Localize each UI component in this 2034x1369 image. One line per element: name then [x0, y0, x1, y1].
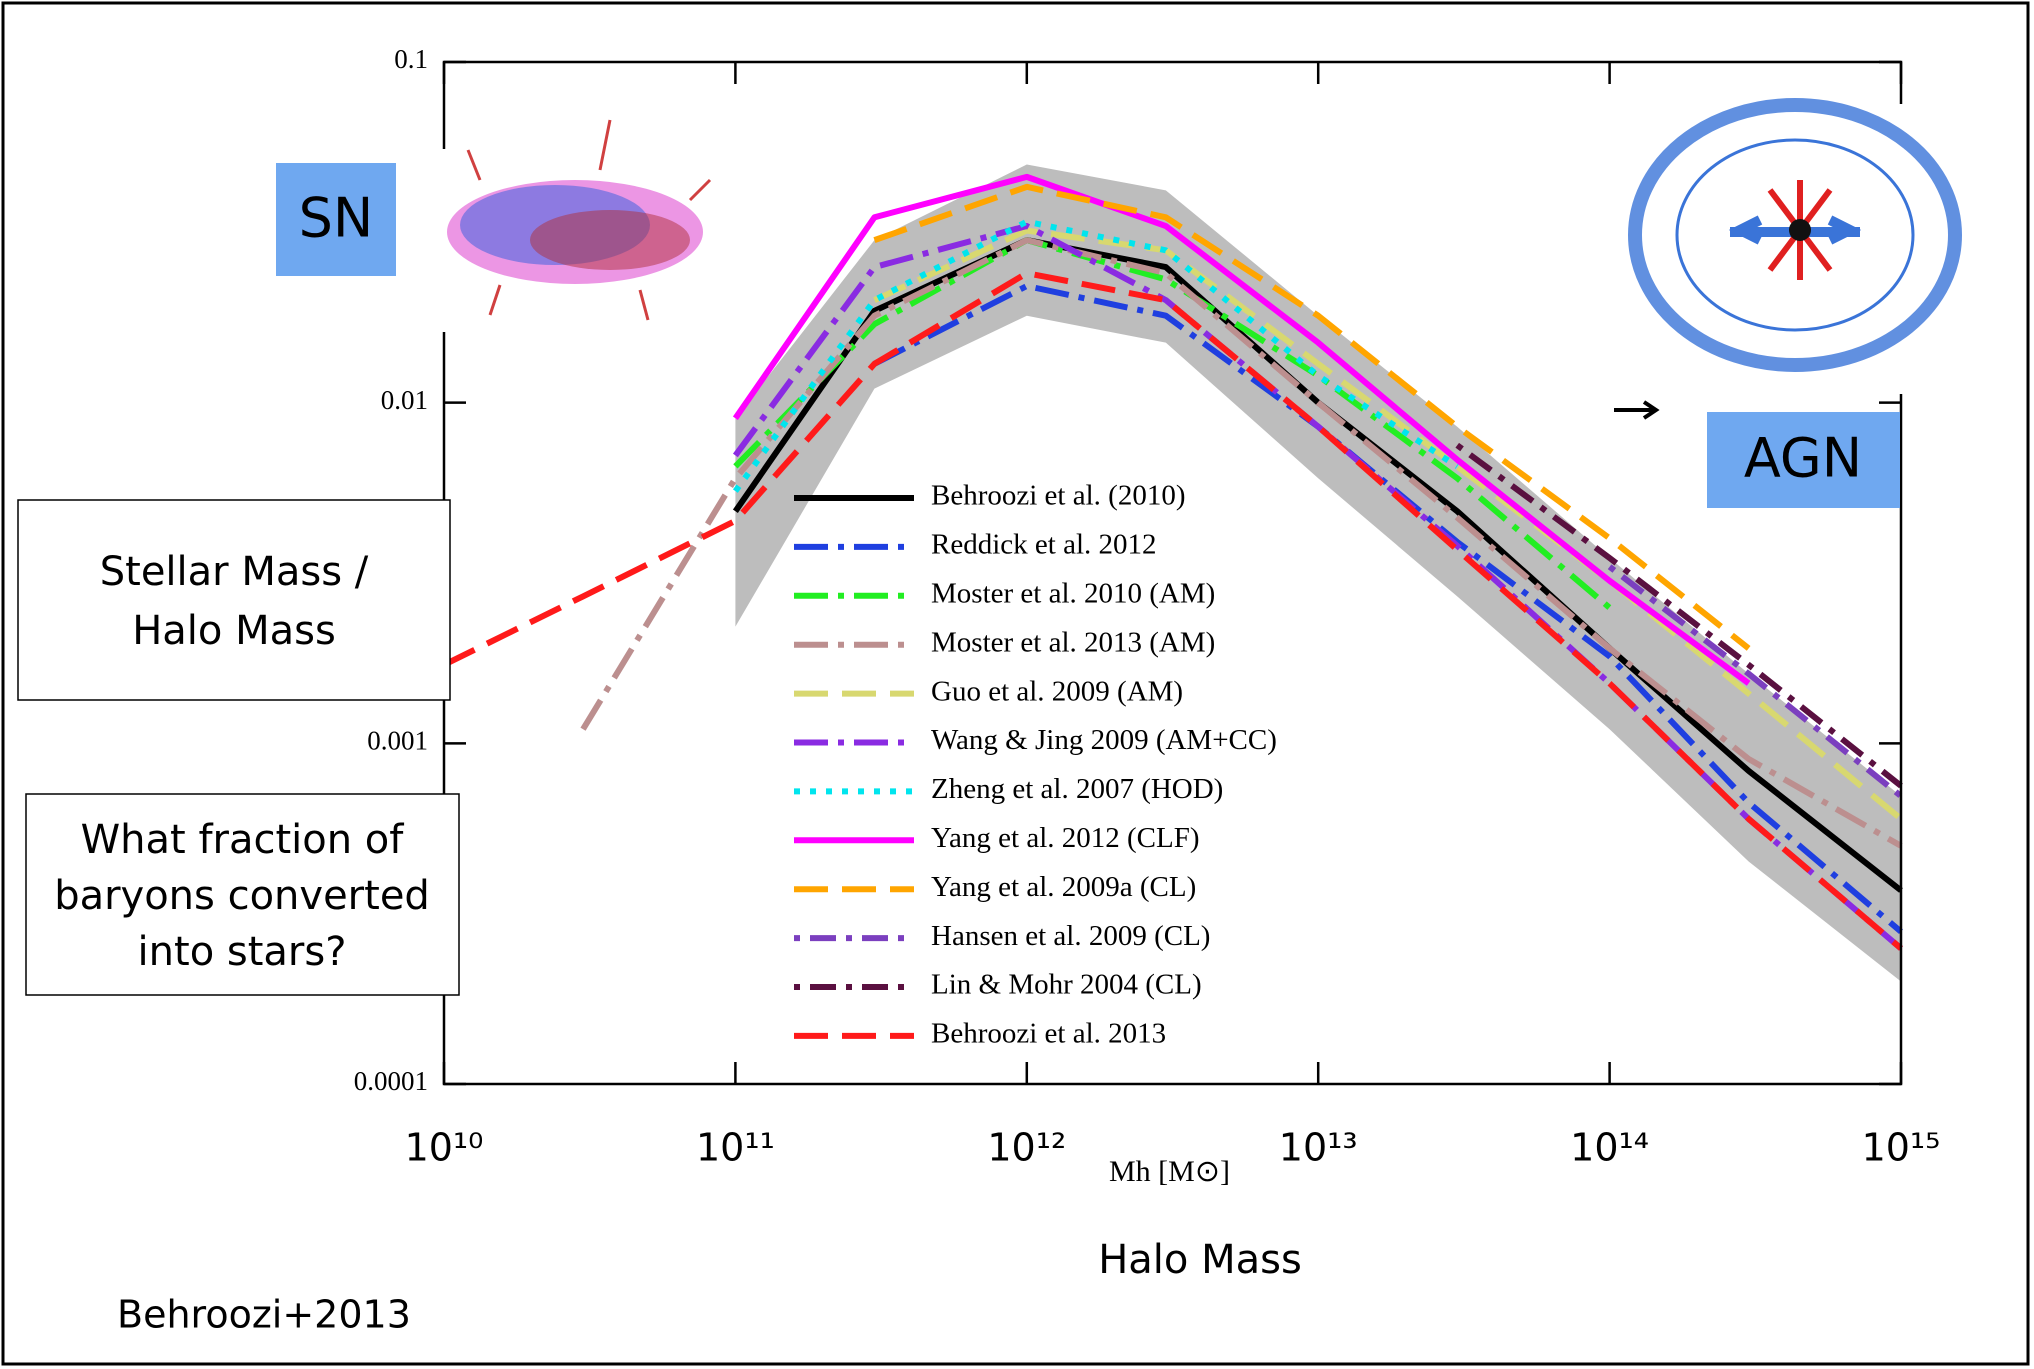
series-line	[873, 283, 1903, 934]
agn-ring	[1628, 98, 1962, 372]
credit: Behroozi+2013	[117, 1293, 411, 1337]
x-axis-title: Halo Mass	[1098, 1237, 1302, 1283]
question-text: What fraction of	[81, 817, 405, 863]
sn-illustration	[276, 119, 713, 332]
y-axis-box	[17, 499, 451, 701]
question-text: baryons converted	[54, 873, 430, 919]
sn-box	[276, 163, 396, 276]
series-line	[873, 183, 1751, 651]
agn-label: AGN	[1744, 427, 1862, 490]
x-axis-label: Mh [M⊙]	[1109, 1155, 1230, 1188]
legend-label: Behroozi et al. 2013	[931, 1018, 1166, 1050]
x-tick-label: 10¹⁰	[405, 1126, 484, 1170]
legend-label: Yang et al. 2012 (CLF)	[931, 822, 1200, 854]
series-line	[732, 173, 1751, 686]
legend-label: Guo et al. 2009 (AM)	[931, 675, 1183, 707]
y-tick-label: 0.1	[394, 44, 428, 74]
series-line	[1455, 442, 1903, 789]
legend-label: Behroozi et al. (2010)	[931, 480, 1185, 512]
series-line	[873, 227, 1903, 822]
legend-label: Reddick et al. 2012	[931, 529, 1157, 561]
sn-arrows	[466, 119, 712, 321]
series-line	[1607, 564, 1903, 799]
agn-arrows	[1767, 180, 1833, 280]
x-tick-label: 10¹³	[1279, 1126, 1358, 1170]
y-axis-label: Stellar Mass /	[100, 549, 369, 595]
legend-label: Zheng et al. 2007 (HOD)	[931, 773, 1223, 805]
legend-label: Wang & Jing 2009 (AM+CC)	[931, 724, 1277, 756]
legend-label: Hansen et al. 2009 (CL)	[931, 920, 1210, 952]
y-tick-label: 0.01	[381, 385, 428, 415]
y-axis-label: Halo Mass	[132, 608, 336, 654]
agn-box	[1707, 412, 1900, 508]
series-line	[580, 237, 1903, 849]
agn-pointer	[1614, 400, 1660, 420]
y-tick-label: 0.001	[367, 726, 428, 756]
legend-label: Yang et al. 2009a (CL)	[931, 871, 1196, 903]
y-tick-label: 0.0001	[354, 1066, 428, 1096]
series-line	[442, 270, 1903, 951]
question-box	[25, 793, 460, 996]
x-tick-label: 10¹⁵	[1862, 1126, 1941, 1170]
question-text: into stars?	[138, 929, 347, 975]
agn-ring	[1675, 138, 1915, 332]
x-tick-label: 10¹⁴	[1570, 1126, 1649, 1170]
legend-label: Moster et al. 2013 (AM)	[931, 626, 1215, 658]
series-line	[733, 237, 1612, 611]
agn-illustration	[1612, 98, 1962, 508]
legend-label: Moster et al. 2010 (AM)	[931, 577, 1215, 609]
x-tick-label: 10¹¹	[696, 1126, 775, 1170]
series-line	[732, 218, 1459, 493]
band	[735, 164, 1901, 982]
legend-label: Lin & Mohr 2004 (CL)	[931, 969, 1202, 1001]
sn-label: SN	[299, 187, 374, 250]
agn-core	[1789, 219, 1811, 241]
sn-blob	[530, 210, 690, 270]
x-tick-label: 10¹²	[987, 1126, 1066, 1170]
